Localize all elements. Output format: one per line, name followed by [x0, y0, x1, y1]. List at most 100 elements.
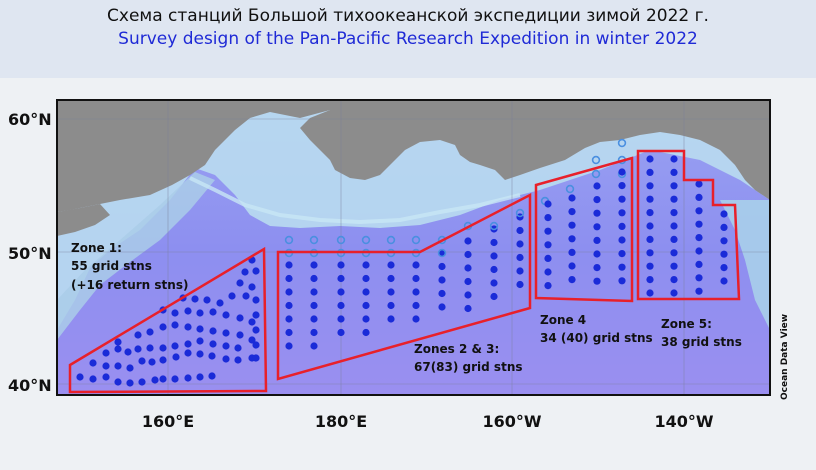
zone1-station	[236, 279, 244, 287]
title-russian: Схема станций Большой тихоокеанской эксп…	[107, 6, 709, 26]
zone4-station	[544, 200, 552, 208]
zone1-station	[252, 326, 260, 334]
zone4-station	[593, 182, 601, 190]
zone23-station	[490, 279, 498, 287]
lat-label-50: 50°N	[8, 244, 52, 263]
zone1-station	[248, 318, 256, 326]
zone1-station	[252, 311, 260, 319]
zone1-station	[241, 268, 249, 276]
zone23-station	[337, 288, 345, 296]
zone1-outline	[68, 246, 268, 394]
zone23-station	[412, 301, 420, 310]
zone23-station	[516, 267, 524, 275]
stations-layer	[76, 138, 728, 387]
shelf-east	[720, 200, 770, 330]
zone23-label-title: Zones 2 & 3:	[414, 342, 499, 356]
zone23-station	[464, 291, 472, 299]
header-banner: Схема станций Большой тихоокеанской эксп…	[0, 0, 816, 78]
zone1-station	[171, 342, 179, 350]
zone23-station	[412, 274, 420, 283]
return-station	[565, 184, 575, 194]
zone1-station	[76, 373, 84, 381]
zone5-station	[720, 223, 728, 231]
zone1-station	[146, 344, 154, 352]
zone23-station	[337, 328, 345, 337]
zone5-station	[720, 277, 728, 285]
zone23-station	[490, 265, 498, 274]
zone5-station	[646, 222, 654, 230]
zone1-station	[159, 356, 167, 364]
zone23-station	[387, 288, 395, 296]
zone23-station	[387, 315, 395, 323]
zone1-station	[196, 309, 204, 317]
return-station	[309, 235, 319, 245]
zone5-station	[646, 289, 654, 297]
zone23-station	[310, 315, 318, 323]
zone23-station	[285, 301, 293, 310]
zone23-station	[490, 238, 498, 247]
zone1-station	[159, 323, 167, 331]
zone4-station	[618, 222, 626, 230]
zone23-station	[285, 328, 293, 337]
zone1-station	[151, 376, 159, 384]
shelf-west	[57, 172, 215, 340]
zone23-station	[438, 303, 446, 311]
zone1-label-title: Zone 1:	[71, 241, 122, 255]
zone23-station	[285, 288, 293, 296]
zone1-station	[209, 327, 217, 335]
zone23-station	[490, 252, 498, 260]
zone1-station	[148, 358, 156, 366]
zone23-station	[438, 276, 446, 284]
zone23-station	[464, 237, 472, 245]
zone4-label-count: 34 (40) grid stns	[540, 331, 653, 345]
zone1-station	[222, 355, 230, 363]
zone1-station	[146, 328, 154, 336]
zone1-station	[234, 356, 242, 364]
return-station	[591, 155, 601, 165]
zone4-station	[544, 227, 552, 235]
zone5-station	[720, 210, 728, 218]
zone1-station	[124, 348, 132, 356]
zone1-station	[236, 314, 244, 322]
zone4-station	[568, 235, 576, 243]
zone1-station	[248, 336, 256, 344]
return-station	[437, 248, 447, 258]
return-station	[515, 208, 525, 218]
zone23-outline	[276, 192, 532, 381]
zone1-station	[252, 341, 260, 349]
zone23-station	[516, 226, 524, 235]
zone5-station	[646, 168, 654, 176]
map-panel: 60°N 50°N 40°N 160°E 180°E 160°W 140°W Z…	[0, 78, 816, 465]
zone1-station	[89, 359, 97, 367]
zone5-station	[670, 276, 678, 284]
zone5-outline	[636, 149, 741, 301]
zone23-station	[310, 342, 318, 350]
zone1-station	[222, 311, 230, 319]
zone4-station	[568, 208, 576, 216]
zone1-station	[171, 309, 179, 317]
zone5-station	[646, 155, 654, 163]
zone5-station	[646, 182, 654, 190]
zone1-station	[184, 374, 192, 382]
zone23-station	[516, 253, 524, 262]
zone1-station	[114, 362, 122, 370]
zone23-station	[387, 301, 395, 310]
zone4-label-title: Zone 4	[540, 313, 586, 327]
zone5-station	[695, 220, 703, 228]
zone1-station	[209, 308, 217, 316]
zone5-station	[670, 155, 678, 163]
zone1-station	[138, 357, 146, 365]
zone1-station	[102, 362, 110, 370]
zone5-station	[695, 207, 703, 215]
zone23-station	[310, 328, 318, 337]
zone5-station	[670, 182, 678, 190]
zone1-station	[184, 323, 192, 331]
return-station	[336, 235, 346, 245]
zone5-station	[695, 287, 703, 295]
survey-map: 60°N 50°N 40°N 160°E 180°E 160°W 140°W Z…	[0, 78, 816, 465]
zone5-station	[720, 250, 728, 258]
zone5-station	[720, 237, 728, 245]
zone5-station	[695, 247, 703, 255]
zone1-station	[252, 354, 260, 362]
zone1-station	[126, 364, 134, 372]
